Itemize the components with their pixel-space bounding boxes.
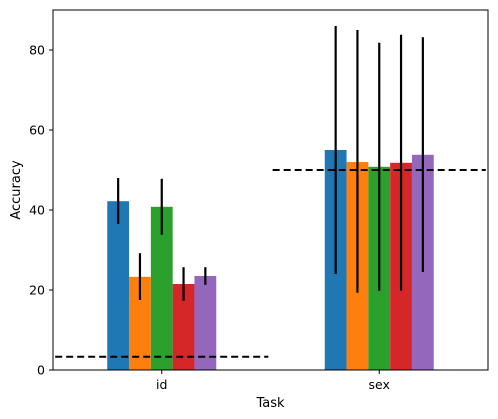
baselines-layer bbox=[55, 169, 486, 358]
y-tick-label: 60 bbox=[29, 123, 45, 138]
y-tick-label: 40 bbox=[29, 203, 45, 218]
bars-layer bbox=[107, 150, 434, 370]
bar bbox=[194, 276, 217, 370]
x-tick-label: id bbox=[156, 377, 167, 392]
x-axis-label: Task bbox=[255, 396, 285, 411]
y-tick-label: 0 bbox=[37, 363, 45, 378]
x-tick-label: sex bbox=[369, 377, 390, 392]
bar bbox=[107, 201, 130, 370]
bar bbox=[150, 206, 173, 370]
y-axis-label: Accuracy bbox=[9, 160, 24, 220]
bar bbox=[129, 276, 151, 370]
y-axis: 0 20 40 60 80 bbox=[29, 43, 53, 378]
y-tick-label: 80 bbox=[29, 43, 45, 58]
plot-frame bbox=[52, 9, 489, 371]
y-tick-label: 20 bbox=[29, 283, 45, 298]
bar bbox=[172, 284, 195, 370]
x-axis: id sex bbox=[156, 370, 390, 392]
error-bars-layer bbox=[117, 26, 424, 301]
